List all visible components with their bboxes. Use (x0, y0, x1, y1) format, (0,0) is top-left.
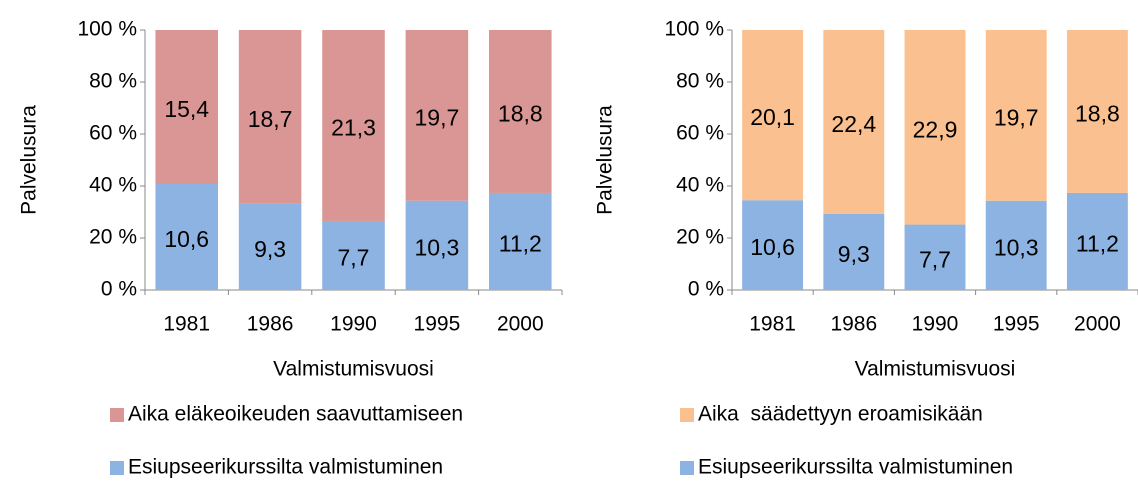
bar-segment (489, 30, 552, 193)
data-label: 10,3 (994, 234, 1039, 260)
data-label: 20,1 (750, 104, 795, 130)
data-label: 19,7 (415, 104, 460, 130)
data-label: 18,8 (1075, 101, 1120, 127)
y-tick-label: 80 % (89, 70, 137, 93)
legend-label: Aika eläkeoikeuden saavuttamiseen (128, 403, 463, 426)
bar-segment (823, 30, 885, 214)
data-label: 21,3 (331, 115, 376, 141)
bar-segment (238, 203, 302, 290)
bar-segment (155, 30, 218, 184)
x-axis-title: Valmistumisvuosi (855, 358, 1016, 381)
bar-segment (322, 220, 385, 290)
data-label: 7,7 (919, 246, 951, 272)
y-tick-label: 60 % (89, 122, 137, 145)
x-tick-label: 1986 (247, 313, 294, 336)
legend-label: Esiupseerikurssilta valmistuminen (128, 456, 443, 479)
bar-segment (1066, 30, 1128, 193)
bar-segment (489, 192, 552, 290)
x-tick-label: 1995 (414, 313, 461, 336)
data-label: 22,4 (831, 111, 876, 137)
bar-segment (985, 200, 1047, 290)
x-tick-label: 1981 (749, 313, 796, 336)
bar-segment (742, 200, 804, 290)
y-tick-label: 100 % (664, 18, 724, 41)
y-axis-title: Palvelusura (18, 105, 41, 215)
bar-segment (322, 30, 385, 221)
data-label: 18,7 (248, 106, 293, 132)
bar-segment (238, 30, 302, 204)
data-label: 9,3 (838, 241, 870, 267)
y-tick-label: 20 % (676, 226, 724, 249)
x-tick-label: 2000 (497, 313, 544, 336)
data-label: 10,3 (415, 234, 460, 260)
data-label: 9,3 (254, 236, 286, 262)
y-tick-label: 100 % (77, 18, 137, 41)
legend-swatch (680, 461, 694, 475)
x-tick-label: 2000 (1074, 313, 1121, 336)
bar-segment (904, 224, 966, 290)
x-tick-label: 1986 (830, 313, 877, 336)
y-tick-label: 40 % (89, 174, 137, 197)
data-label: 15,4 (164, 96, 209, 122)
bar-segment (742, 30, 804, 201)
legend-label: Aika säädettyyn eroamisikään (698, 403, 983, 426)
data-label: 11,2 (499, 231, 542, 257)
legend-swatch (110, 408, 124, 422)
x-tick-label: 1990 (330, 313, 377, 336)
data-label: 10,6 (750, 234, 795, 260)
data-label: 7,7 (338, 245, 370, 271)
y-tick-label: 40 % (676, 174, 724, 197)
x-axis-title: Valmistumisvuosi (273, 358, 434, 381)
data-label: 10,6 (164, 226, 209, 252)
x-tick-label: 1990 (912, 313, 959, 336)
bar-segment (1066, 192, 1128, 290)
bar-segment (405, 30, 469, 201)
x-tick-label: 1981 (163, 313, 210, 336)
legend-label: Esiupseerikurssilta valmistuminen (698, 456, 1013, 479)
data-label: 18,8 (498, 101, 543, 127)
x-tick-label: 1995 (993, 313, 1040, 336)
y-tick-label: 0 % (688, 278, 724, 301)
data-label: 22,9 (913, 116, 958, 142)
legend-swatch (110, 461, 124, 475)
y-axis-title: Palvelusura (594, 105, 617, 215)
y-tick-label: 20 % (89, 226, 137, 249)
bar-segment (405, 200, 469, 290)
bar-segment (155, 184, 218, 290)
data-label: 19,7 (994, 104, 1039, 130)
bar-segment (823, 213, 885, 290)
legend-swatch (680, 408, 694, 422)
bar-segment (904, 30, 966, 225)
y-tick-label: 0 % (101, 278, 137, 301)
data-label: 11,2 (1076, 231, 1119, 257)
y-tick-label: 60 % (676, 122, 724, 145)
y-tick-label: 80 % (676, 70, 724, 93)
bar-segment (985, 30, 1047, 201)
